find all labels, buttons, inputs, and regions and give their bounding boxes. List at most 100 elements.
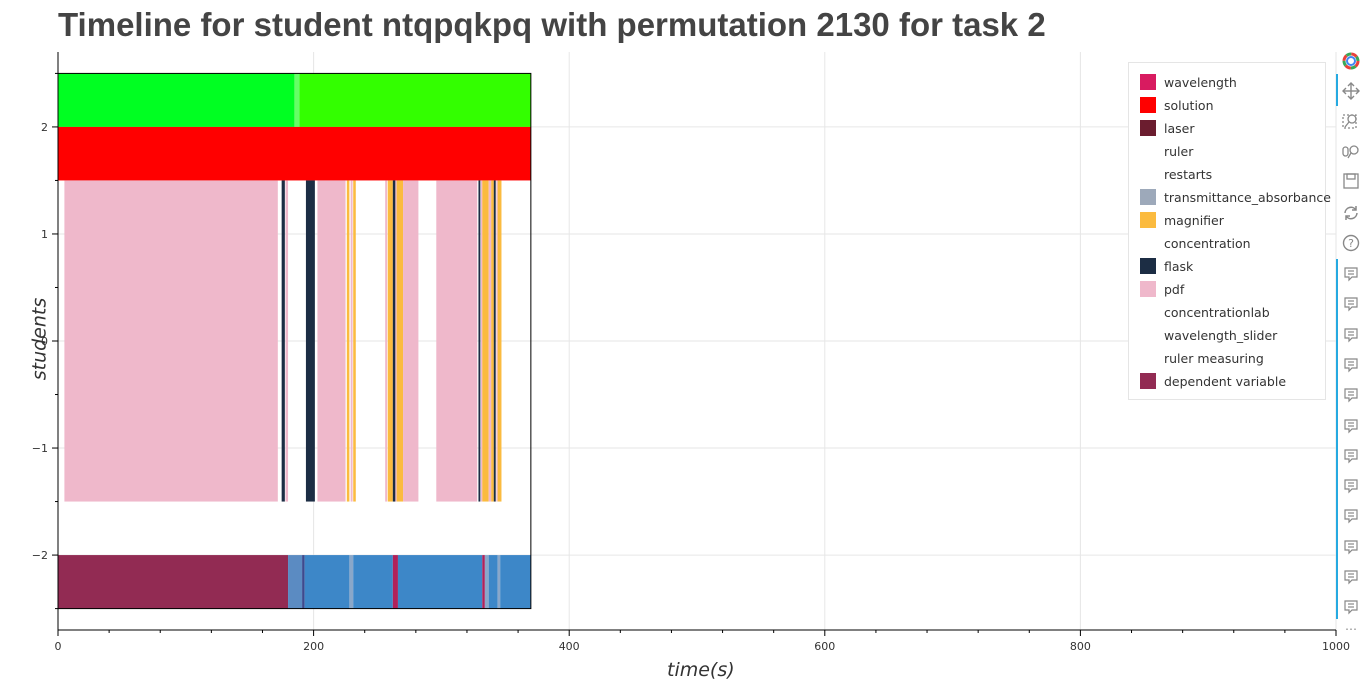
timeline-segment <box>488 180 492 502</box>
legend-swatch <box>1140 235 1156 251</box>
y-axis-label: students <box>28 297 51 381</box>
legend-swatch <box>1140 304 1156 320</box>
timeline-segment <box>496 180 498 502</box>
legend-label: dependent variable <box>1164 373 1287 389</box>
timeline-segment <box>488 555 498 609</box>
timeline-segment <box>481 180 483 502</box>
timeline-segment <box>317 180 346 502</box>
timeline-segment <box>482 180 489 502</box>
legend-label: transmittance_absorbance <box>1164 189 1331 205</box>
timeline-segment <box>58 555 289 609</box>
legend-item[interactable]: concentrationlab <box>1140 303 1270 321</box>
y-tick-label: 1 <box>41 228 48 241</box>
legend-label: concentrationlab <box>1164 304 1270 320</box>
legend-swatch <box>1140 258 1156 274</box>
legend-item[interactable]: magnifier <box>1140 211 1224 229</box>
legend-swatch <box>1140 143 1156 159</box>
save-icon[interactable] <box>1340 170 1362 192</box>
y-tick-label: 0 <box>41 335 48 348</box>
x-tick-label: 800 <box>1070 640 1091 653</box>
timeline-segment <box>288 555 303 609</box>
hover-tooltip-icon[interactable] <box>1340 354 1362 376</box>
box-zoom-icon[interactable] <box>1340 110 1362 132</box>
legend: wavelength solution laser ruler restarts tran… <box>1128 62 1331 400</box>
timeline-segment <box>349 555 354 609</box>
legend-item[interactable]: pdf <box>1140 280 1184 298</box>
timeline-segment <box>285 180 289 502</box>
timeline-segment <box>353 180 356 502</box>
legend-label: concentration <box>1164 235 1251 251</box>
hover-tooltip-icon[interactable] <box>1340 445 1362 467</box>
pan-icon[interactable] <box>1340 80 1362 102</box>
timeline-segment <box>478 180 481 502</box>
hover-tooltip-icon[interactable] <box>1340 263 1362 285</box>
legend-label: restarts <box>1164 166 1213 182</box>
timeline-segment <box>387 180 393 502</box>
hover-tooltip-icon[interactable] <box>1340 505 1362 527</box>
x-tick-label: 0 <box>55 640 62 653</box>
legend-item[interactable]: dependent variable <box>1140 372 1286 390</box>
timeline-segment <box>482 555 485 609</box>
legend-label: pdf <box>1164 281 1185 297</box>
hover-tooltip-icon[interactable] <box>1340 566 1362 588</box>
legend-label: ruler <box>1164 143 1194 159</box>
y-tick-label: −1 <box>32 442 48 455</box>
legend-swatch <box>1140 97 1156 113</box>
x-axis-label: time(s) <box>667 659 735 681</box>
legend-label: wavelength_slider <box>1164 327 1278 343</box>
legend-item[interactable]: concentration <box>1140 234 1251 252</box>
legend-item[interactable]: solution <box>1140 96 1214 114</box>
timeline-segment <box>497 555 501 609</box>
timeline-segment <box>497 180 502 502</box>
timeline-segment <box>346 180 350 502</box>
timeline-segment <box>385 180 388 502</box>
hover-tooltip-icon[interactable] <box>1340 475 1362 497</box>
legend-swatch <box>1140 350 1156 366</box>
timeline-segment <box>58 73 295 127</box>
timeline-segment <box>493 180 496 502</box>
timeline-segment <box>281 180 285 502</box>
timeline-segment <box>353 555 393 609</box>
timeline-segment <box>395 180 397 502</box>
reset-icon[interactable] <box>1340 202 1362 224</box>
legend-item[interactable]: laser <box>1140 119 1194 137</box>
timeline-segment <box>491 180 494 502</box>
legend-label: ruler measuring <box>1164 350 1264 366</box>
legend-item[interactable]: transmittance_absorbance <box>1140 188 1331 206</box>
more-tools-icon[interactable]: ⋯ <box>1345 622 1357 636</box>
legend-swatch <box>1140 74 1156 90</box>
hover-tooltip-icon[interactable] <box>1340 384 1362 406</box>
hover-tooltip-icon[interactable] <box>1340 415 1362 437</box>
legend-label: magnifier <box>1164 212 1224 228</box>
timeline-segment <box>396 180 404 502</box>
legend-item[interactable]: wavelength_slider <box>1140 326 1277 344</box>
timeline-segment <box>294 73 300 127</box>
legend-label: wavelength <box>1164 74 1237 90</box>
chart-title: Timeline for student ntqpqkpq with permu… <box>58 6 1046 43</box>
hover-tooltip-icon[interactable] <box>1340 536 1362 558</box>
legend-item[interactable]: restarts <box>1140 165 1212 183</box>
legend-item[interactable]: ruler measuring <box>1140 349 1264 367</box>
help-icon[interactable]: ? <box>1340 232 1362 254</box>
hover-tooltip-icon[interactable] <box>1340 596 1362 618</box>
svg-text:?: ? <box>1348 237 1354 250</box>
hover-tooltip-icon[interactable] <box>1340 324 1362 346</box>
legend-swatch <box>1140 212 1156 228</box>
legend-item[interactable]: flask <box>1140 257 1193 275</box>
legend-swatch <box>1140 373 1156 389</box>
bokeh-logo-icon <box>1340 50 1362 72</box>
legend-swatch <box>1140 166 1156 182</box>
legend-item[interactable]: ruler <box>1140 142 1193 160</box>
legend-swatch <box>1140 189 1156 205</box>
wheel-zoom-icon[interactable] <box>1340 140 1362 162</box>
legend-swatch <box>1140 120 1156 136</box>
toolbar: ? ⋯ <box>1336 46 1366 636</box>
legend-label: flask <box>1164 258 1194 274</box>
legend-item[interactable]: wavelength <box>1140 73 1237 91</box>
hover-tooltip-icon[interactable] <box>1340 293 1362 315</box>
timeline-segment <box>304 555 350 609</box>
x-tick-label: 600 <box>814 640 835 653</box>
timeline-segment <box>64 180 278 502</box>
legend-label: solution <box>1164 97 1214 113</box>
